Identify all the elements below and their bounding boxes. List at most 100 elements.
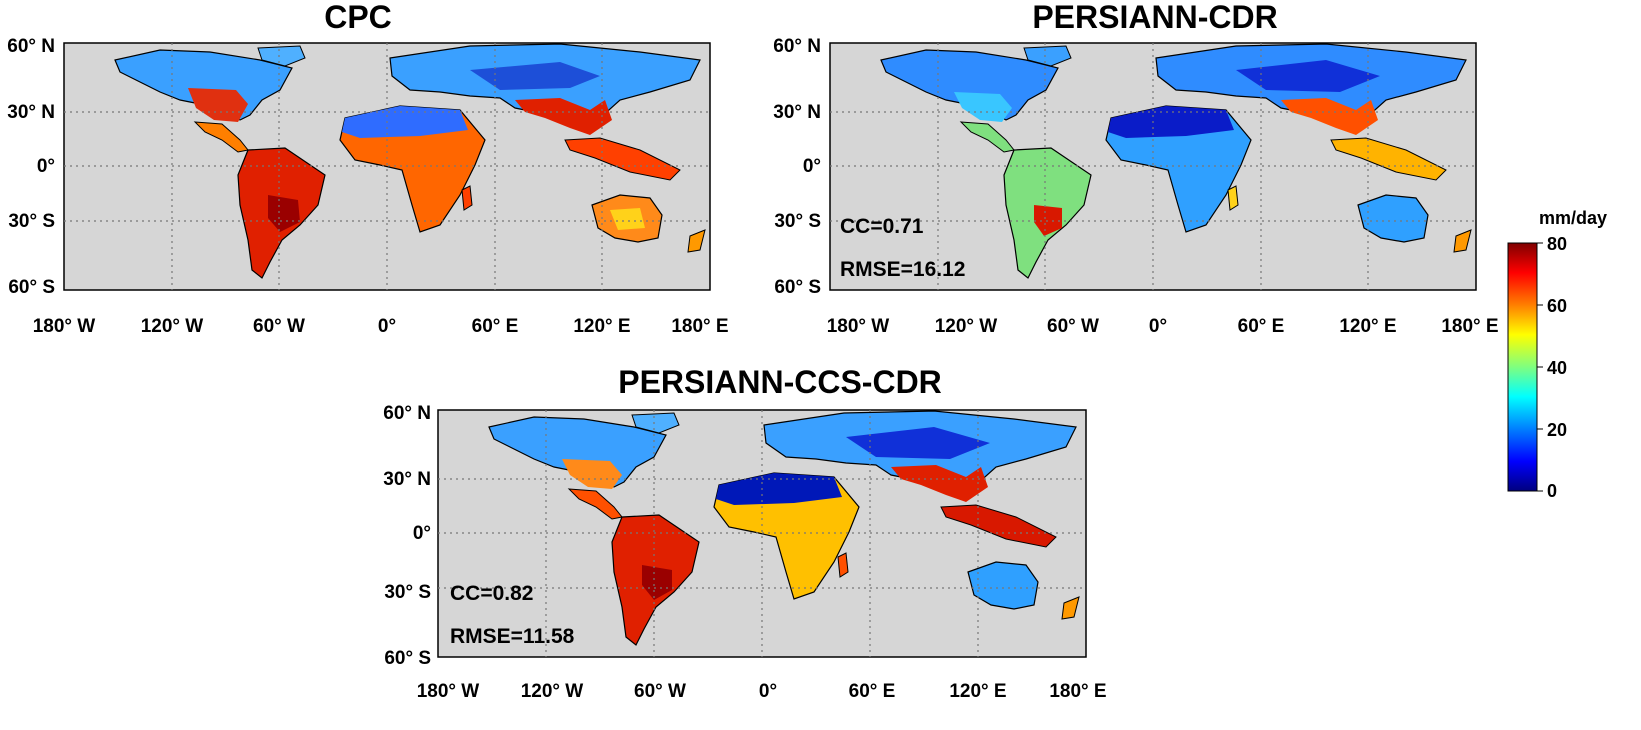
madagascar — [461, 185, 473, 211]
land-masses — [488, 410, 1080, 646]
central-asia-dry — [1236, 60, 1380, 92]
correlation-label: CC=0.82 — [450, 582, 533, 605]
north-america-southeast-wet — [188, 88, 248, 122]
lat-label: 30° N — [773, 102, 821, 123]
sahara-dry — [716, 473, 842, 505]
lon-label: 60° W — [253, 316, 305, 337]
latitude-labels: 60° N 30° N 0° 30° S 60° S — [383, 403, 431, 669]
lon-label: 120° E — [949, 681, 1006, 702]
map-panel-cpc: CPC — [7, 0, 728, 337]
lat-label: 60° N — [383, 403, 431, 424]
latitude-labels: 60° N 30° N 0° 30° S 60° S — [773, 36, 821, 298]
lat-label: 30° S — [8, 211, 55, 232]
lon-label: 120° E — [1339, 316, 1396, 337]
south-america-southeast-wet — [268, 195, 300, 232]
colorbar-ticks — [1537, 242, 1543, 492]
colorbar-gradient — [1507, 242, 1538, 492]
colorbar: mm/day 80 60 40 20 0 — [1507, 208, 1607, 501]
lat-label: 60° S — [8, 277, 55, 298]
new-zealand — [687, 229, 706, 253]
longitude-labels: 180° W 120° W 60° W 0° 60° E 120° E 180°… — [33, 316, 729, 337]
north-america — [114, 49, 293, 121]
greenland — [257, 45, 306, 67]
north-america — [880, 49, 1059, 121]
lat-label: 60° S — [384, 648, 431, 669]
lon-label: 120° E — [573, 316, 630, 337]
central-asia-dry — [846, 427, 990, 459]
panel-title: PERSIANN-CDR — [1032, 0, 1277, 35]
australia — [967, 561, 1039, 610]
map-panel-persiann-ccs-cdr: PERSIANN-CCS-CDR — [383, 364, 1106, 702]
new-zealand — [1061, 596, 1080, 620]
colorbar-tick-label: 80 — [1547, 234, 1567, 254]
sahara-dry — [342, 106, 468, 138]
africa — [1105, 105, 1252, 233]
greenland — [631, 412, 680, 434]
south-america-southeast-wet — [642, 565, 672, 600]
lon-label: 120° W — [141, 316, 204, 337]
lat-label: 60° S — [774, 277, 821, 298]
lon-label: 180° W — [33, 316, 96, 337]
land-masses — [880, 43, 1472, 279]
lon-label: 180° E — [671, 316, 728, 337]
lon-label: 180° W — [827, 316, 890, 337]
maritime-continent — [564, 137, 681, 181]
colorbar-tick-label: 0 — [1547, 481, 1557, 501]
maritime-continent — [1330, 137, 1447, 181]
madagascar — [1227, 185, 1239, 211]
new-zealand — [1453, 229, 1472, 253]
lon-label: 60° W — [1047, 316, 1099, 337]
lon-label: 120° W — [935, 316, 998, 337]
central-america — [959, 121, 1015, 153]
central-america — [193, 121, 249, 153]
colorbar-unit: mm/day — [1539, 208, 1607, 228]
central-asia-dry — [470, 62, 600, 90]
north-america-southeast — [954, 92, 1012, 122]
lat-label: 60° N — [773, 36, 821, 57]
lon-label: 60° E — [472, 316, 519, 337]
colorbar-tick-label: 20 — [1547, 420, 1567, 440]
longitude-labels: 180° W 120° W 60° W 0° 60° E 120° E 180°… — [417, 681, 1107, 702]
graticule — [830, 43, 1476, 290]
lon-label: 60° E — [1238, 316, 1285, 337]
africa — [339, 105, 486, 233]
greenland — [1023, 45, 1072, 67]
lon-label: 0° — [759, 681, 777, 702]
lon-label: 180° E — [1441, 316, 1498, 337]
lat-label: 60° N — [7, 36, 55, 57]
rmse-label: RMSE=16.12 — [840, 258, 966, 281]
rmse-label: RMSE=11.58 — [450, 625, 575, 648]
graticule — [438, 410, 1086, 657]
lat-label: 0° — [413, 523, 431, 544]
madagascar — [837, 552, 849, 578]
colorbar-tick-label: 60 — [1547, 296, 1567, 316]
lat-label: 0° — [803, 156, 821, 177]
panel-title: CPC — [324, 0, 392, 35]
south-asia-monsoon — [1281, 98, 1378, 135]
north-america-southeast — [562, 459, 622, 489]
lon-label: 120° W — [521, 681, 584, 702]
australia-interior — [610, 208, 645, 230]
lon-label: 60° W — [634, 681, 686, 702]
lon-label: 180° E — [1049, 681, 1106, 702]
north-america — [488, 416, 667, 488]
sahara-dry — [1108, 106, 1234, 138]
south-asia-monsoon — [891, 465, 988, 502]
lat-label: 30° S — [384, 582, 431, 603]
central-america — [567, 488, 623, 520]
lon-label: 180° W — [417, 681, 480, 702]
map-panel-persiann-cdr: PERSIANN-CDR — [773, 0, 1498, 337]
lat-label: 0° — [37, 156, 55, 177]
lon-label: 0° — [378, 316, 396, 337]
latitude-labels: 60° N 30° N 0° 30° S 60° S — [7, 36, 55, 298]
land-masses — [114, 43, 706, 279]
lon-label: 0° — [1149, 316, 1167, 337]
colorbar-tick-label: 40 — [1547, 358, 1567, 378]
maritime-continent — [940, 504, 1057, 548]
longitude-labels: 180° W 120° W 60° W 0° 60° E 120° E 180°… — [827, 316, 1499, 337]
africa — [713, 472, 860, 600]
correlation-label: CC=0.71 — [840, 215, 924, 238]
panel-title: PERSIANN-CCS-CDR — [618, 364, 942, 400]
lat-label: 30° S — [774, 211, 821, 232]
